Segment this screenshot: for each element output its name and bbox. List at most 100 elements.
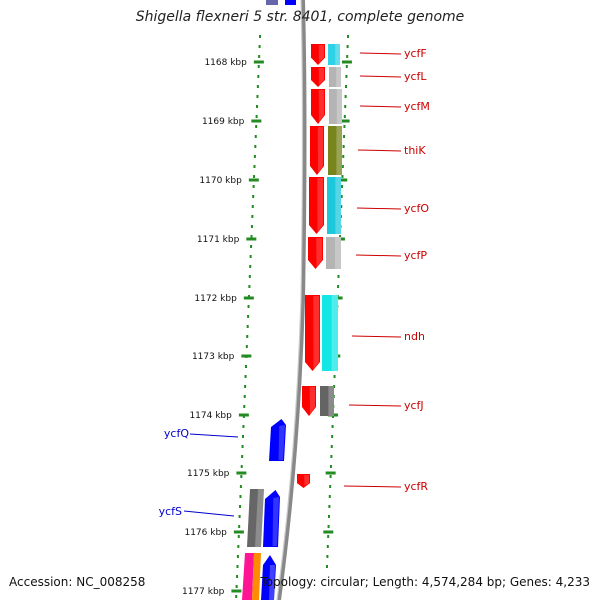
label-leader-ycfJ <box>348 404 402 407</box>
ruler-right-dot <box>337 285 340 288</box>
ruler-right-dot <box>345 85 348 88</box>
label-leader-ycfO <box>356 207 402 210</box>
ruler-label: 1176 kbp <box>184 528 227 538</box>
gene-arrow-ycfO[interactable] <box>309 177 324 234</box>
ruler-left-dot <box>253 175 256 178</box>
gene-label-ycfL[interactable]: ycfL <box>404 70 427 83</box>
ruler-label: 1177 kbp <box>182 587 225 597</box>
gene-arrow-ycfP[interactable] <box>308 237 323 269</box>
ruler-left-dot <box>255 125 258 128</box>
ruler-major-tick <box>251 119 262 123</box>
backbone-highlight <box>276 0 304 601</box>
ruler-left-dot <box>250 235 253 238</box>
ruler-right-dot <box>327 515 330 518</box>
ruler-right-dot <box>326 565 328 568</box>
ruler-right-dot <box>343 115 346 118</box>
ruler-left-dot <box>241 445 244 448</box>
ruler-major-tick-right <box>323 530 334 534</box>
ruler-right-dot <box>346 55 349 58</box>
ruler-left-dot <box>246 335 249 338</box>
ruler-left-dot <box>243 395 246 398</box>
ruler-left-dot <box>247 315 250 318</box>
ruler-major-tick <box>241 354 252 358</box>
label-leader-ycfM <box>359 105 402 108</box>
ruler-left-dot <box>239 485 242 488</box>
gene-arrow-ycfR[interactable] <box>297 474 310 488</box>
gene-label-ycfO[interactable]: ycfO <box>404 202 429 215</box>
ruler-label: 1171 kbp <box>197 235 240 245</box>
ruler-right-dot <box>339 235 342 238</box>
ruler-left-dot <box>237 535 240 538</box>
cog-bar-ycfP <box>326 237 341 269</box>
map-title: Shigella flexneri 5 str. 8401, complete … <box>135 9 465 25</box>
cog-bar-ycfM <box>329 89 342 124</box>
ruler-right-dot <box>342 155 345 158</box>
ruler-major-tick-right <box>337 178 348 182</box>
label-leader-ycfF <box>359 52 402 55</box>
label-leader-ycfS <box>183 510 235 517</box>
ruler-right-dot <box>343 135 346 138</box>
ruler-right-dot <box>344 95 347 98</box>
cog-bar-ndh <box>322 295 338 371</box>
ruler-left-dot <box>256 85 259 88</box>
cog-bar-thiK <box>328 126 342 175</box>
gene-label-ndh[interactable]: ndh <box>404 330 425 343</box>
ruler-right-dot <box>329 485 332 488</box>
gene-label-ycfQ[interactable]: ycfQ <box>164 427 189 440</box>
gene-arrow-ycfL[interactable] <box>311 67 325 87</box>
ruler-right-dot <box>327 535 330 538</box>
ruler-right-dot <box>333 375 336 378</box>
cog-bar-ycfO <box>327 177 341 234</box>
ruler-left-dot <box>259 35 261 38</box>
label-leader-ycfQ <box>189 433 239 438</box>
ruler-left-dot <box>258 55 261 58</box>
ruler-left-dot <box>251 215 254 218</box>
ruler-label: 1168 kbp <box>204 58 247 68</box>
ruler-major-tick <box>231 589 242 593</box>
gene-arrow-ycfQ[interactable] <box>269 419 286 461</box>
ruler-right-dot <box>330 445 333 448</box>
ruler-left-dot <box>235 595 238 598</box>
ruler-left-dot <box>248 275 251 278</box>
gene-label-ycfR[interactable]: ycfR <box>404 480 428 493</box>
gene-features <box>242 0 342 600</box>
gene-arrow-ycfJ[interactable] <box>302 386 316 416</box>
gene-arrow-ycfS[interactable] <box>263 490 280 547</box>
label-leader-ycfR <box>343 485 402 488</box>
gene-arrow-ycfM[interactable] <box>311 89 325 124</box>
label-leader-ycfP <box>355 254 402 257</box>
gene-arrow-thiK[interactable] <box>310 126 324 175</box>
gene-label-ycfS[interactable]: ycfS <box>159 505 182 518</box>
ruler-left-dot <box>256 95 259 98</box>
backbone <box>276 0 307 601</box>
ruler-left-dot <box>248 285 251 288</box>
ruler-major-tick <box>238 413 249 417</box>
ruler-right-dot <box>341 185 344 188</box>
cog-bar-ycfF <box>328 44 340 65</box>
gene-label-ycfF[interactable]: ycfF <box>404 47 427 60</box>
cog-bar-ycfJ <box>320 386 334 416</box>
ruler-left-dot <box>236 575 239 578</box>
gene-label-ycfM[interactable]: ycfM <box>404 100 430 113</box>
ruler-major-tick-right <box>339 119 350 123</box>
ruler-label: 1170 kbp <box>199 176 242 186</box>
gene-arrow-ycfF[interactable] <box>311 44 325 65</box>
ruler-major-tick <box>248 178 259 182</box>
gene-arrow-ndh[interactable] <box>305 295 320 371</box>
ruler-left-dot <box>250 225 253 228</box>
gene-label-ycfP[interactable]: ycfP <box>404 249 427 262</box>
ruler-left-dot <box>247 305 250 308</box>
ruler-left-dot <box>237 545 240 548</box>
ruler-right-dot <box>331 425 334 428</box>
accession-text: Accession: NC_008258 <box>9 575 146 589</box>
ruler-left-dot <box>246 325 249 328</box>
ruler-right-dot <box>345 75 348 78</box>
ruler-right-dot <box>330 455 333 458</box>
gene-label-ycfJ[interactable]: ycfJ <box>404 399 424 412</box>
ruler-left-dot <box>245 345 248 348</box>
gene-arrow-clipped <box>266 0 278 5</box>
ruler-right-dot <box>344 105 347 108</box>
gene-label-thiK[interactable]: thiK <box>404 144 426 157</box>
gene-features-bottom <box>242 553 276 600</box>
backbone-arc <box>277 0 307 601</box>
